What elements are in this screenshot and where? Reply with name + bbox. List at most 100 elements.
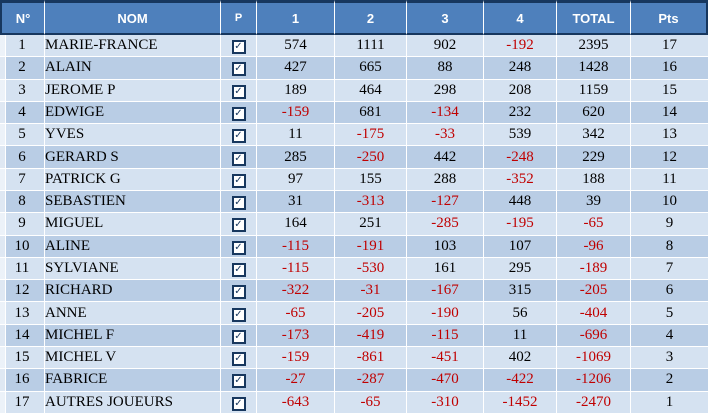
round-3-score: 902 bbox=[407, 35, 484, 58]
points: 6 bbox=[631, 280, 708, 303]
round-4-score: -192 bbox=[484, 35, 557, 58]
participation-cell: ✓ bbox=[221, 346, 257, 370]
round-2-score: -250 bbox=[335, 146, 407, 169]
points: 12 bbox=[631, 146, 708, 169]
participation-checkbox[interactable]: ✓ bbox=[231, 240, 246, 255]
participation-checkbox[interactable]: ✓ bbox=[231, 129, 246, 144]
points: 14 bbox=[631, 101, 708, 125]
player-number: 9 bbox=[0, 213, 45, 236]
participation-checkbox[interactable]: ✓ bbox=[231, 396, 246, 411]
participation-checkbox[interactable]: ✓ bbox=[231, 374, 246, 389]
player-name: AUTRES JOUEURS bbox=[45, 391, 221, 414]
round-4-score: -248 bbox=[484, 146, 557, 169]
player-number: 12 bbox=[0, 280, 45, 303]
player-number: 1 bbox=[0, 35, 45, 58]
participation-cell: ✓ bbox=[221, 190, 257, 214]
header-pts: Pts bbox=[631, 0, 708, 35]
points: 5 bbox=[631, 302, 708, 325]
table-row: 15 MICHEL V ✓ -159 -861 -451 402 -1069 3 bbox=[0, 346, 708, 370]
round-4-score: 315 bbox=[484, 280, 557, 303]
round-1-score: -159 bbox=[257, 101, 335, 125]
round-3-score: -310 bbox=[407, 391, 484, 414]
participation-checkbox[interactable]: ✓ bbox=[231, 285, 246, 300]
participation-cell: ✓ bbox=[221, 213, 257, 236]
participation-checkbox[interactable]: ✓ bbox=[231, 352, 246, 367]
round-2-score: -191 bbox=[335, 235, 407, 258]
player-name: MICHEL V bbox=[45, 346, 221, 370]
player-number: 16 bbox=[0, 369, 45, 392]
table-row: 8 SEBASTIEN ✓ 31 -313 -127 448 39 10 bbox=[0, 190, 708, 214]
total-score: 1428 bbox=[557, 57, 631, 80]
total-score: -1206 bbox=[557, 369, 631, 392]
table-row: 14 MICHEL F ✓ -173 -419 -115 11 -696 4 bbox=[0, 324, 708, 347]
total-score: 620 bbox=[557, 101, 631, 125]
table-row: 1 MARIE-FRANCE ✓ 574 1111 902 -192 2395 … bbox=[0, 35, 708, 58]
round-2-score: 681 bbox=[335, 101, 407, 125]
total-score: -404 bbox=[557, 302, 631, 325]
participation-checkbox[interactable]: ✓ bbox=[231, 307, 246, 322]
round-1-score: -322 bbox=[257, 280, 335, 303]
participation-checkbox[interactable]: ✓ bbox=[231, 262, 246, 277]
participation-checkbox[interactable]: ✓ bbox=[231, 329, 246, 344]
participation-cell: ✓ bbox=[221, 101, 257, 125]
table-row: 6 GERARD S ✓ 285 -250 442 -248 229 12 bbox=[0, 146, 708, 169]
round-1-score: 164 bbox=[257, 213, 335, 236]
total-score: -65 bbox=[557, 213, 631, 236]
points: 7 bbox=[631, 257, 708, 281]
participation-cell: ✓ bbox=[221, 146, 257, 169]
participation-checkbox[interactable]: ✓ bbox=[231, 62, 246, 77]
participation-checkbox[interactable]: ✓ bbox=[231, 151, 246, 166]
participation-checkbox[interactable]: ✓ bbox=[231, 196, 246, 211]
round-4-score: 402 bbox=[484, 346, 557, 370]
total-score: -189 bbox=[557, 257, 631, 281]
round-4-score: -195 bbox=[484, 213, 557, 236]
table-row: 5 YVES ✓ 11 -175 -33 539 342 13 bbox=[0, 124, 708, 147]
round-1-score: 574 bbox=[257, 35, 335, 58]
round-2-score: -175 bbox=[335, 124, 407, 147]
player-number: 10 bbox=[0, 235, 45, 258]
round-1-score: -643 bbox=[257, 391, 335, 414]
header-round-2: 2 bbox=[335, 0, 407, 35]
round-4-score: 295 bbox=[484, 257, 557, 281]
player-name: JEROME P bbox=[45, 79, 221, 102]
player-name: SEBASTIEN bbox=[45, 190, 221, 214]
table-row: 7 PATRICK G ✓ 97 155 288 -352 188 11 bbox=[0, 168, 708, 191]
round-3-score: -115 bbox=[407, 324, 484, 347]
player-number: 15 bbox=[0, 346, 45, 370]
player-name: ANNE bbox=[45, 302, 221, 325]
points: 1 bbox=[631, 391, 708, 414]
round-3-score: 442 bbox=[407, 146, 484, 169]
points: 17 bbox=[631, 35, 708, 58]
participation-checkbox[interactable]: ✓ bbox=[231, 173, 246, 188]
round-2-score: 665 bbox=[335, 57, 407, 80]
player-name: ALAIN bbox=[45, 57, 221, 80]
round-4-score: -352 bbox=[484, 168, 557, 191]
player-name: MICHEL F bbox=[45, 324, 221, 347]
participation-checkbox[interactable]: ✓ bbox=[231, 84, 246, 99]
participation-checkbox[interactable]: ✓ bbox=[231, 218, 246, 233]
round-2-score: -65 bbox=[335, 391, 407, 414]
points: 3 bbox=[631, 346, 708, 370]
player-number: 8 bbox=[0, 190, 45, 214]
total-score: -1069 bbox=[557, 346, 631, 370]
participation-checkbox[interactable]: ✓ bbox=[231, 106, 246, 121]
round-3-score: -285 bbox=[407, 213, 484, 236]
table-row: 16 FABRICE ✓ -27 -287 -470 -422 -1206 2 bbox=[0, 369, 708, 392]
round-4-score: 232 bbox=[484, 101, 557, 125]
participation-checkbox[interactable]: ✓ bbox=[231, 40, 246, 55]
participation-cell: ✓ bbox=[221, 324, 257, 347]
round-1-score: -159 bbox=[257, 346, 335, 370]
round-3-score: -167 bbox=[407, 280, 484, 303]
points: 4 bbox=[631, 324, 708, 347]
table-row: 10 ALINE ✓ -115 -191 103 107 -96 8 bbox=[0, 235, 708, 258]
player-number: 5 bbox=[0, 124, 45, 147]
player-number: 2 bbox=[0, 57, 45, 80]
header-nom: NOM bbox=[45, 0, 221, 35]
points: 2 bbox=[631, 369, 708, 392]
round-1-score: 11 bbox=[257, 124, 335, 147]
round-1-score: -65 bbox=[257, 302, 335, 325]
round-2-score: -861 bbox=[335, 346, 407, 370]
round-4-score: -422 bbox=[484, 369, 557, 392]
player-number: 17 bbox=[0, 391, 45, 414]
player-name: MARIE-FRANCE bbox=[45, 35, 221, 58]
